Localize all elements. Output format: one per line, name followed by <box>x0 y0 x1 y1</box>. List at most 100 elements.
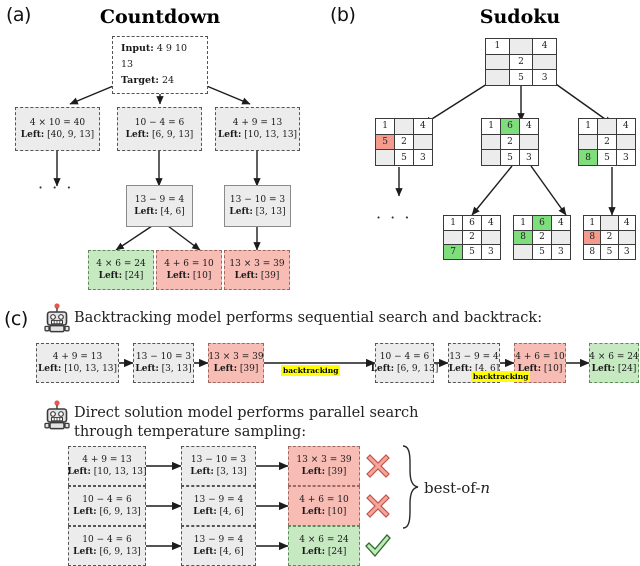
sudoku-cell: 3 <box>616 150 635 165</box>
node-left: Left: [24] <box>99 270 144 282</box>
sudoku-cell: 5 <box>509 70 533 85</box>
sudoku-cell: 3 <box>618 245 635 259</box>
node-expression: 10 − 4 = 6 <box>82 494 132 505</box>
node-expression: 4 × 10 = 40 <box>29 117 86 128</box>
sudoku-cell: 6 <box>462 216 482 230</box>
left-value: [6, 9, 13] <box>151 130 194 140</box>
sudoku-cell: 2 <box>462 230 482 245</box>
sudoku-cell <box>514 245 533 259</box>
sudoku-cell: 3 <box>519 150 538 165</box>
node-left: Left: [6, 9, 13] <box>371 363 439 375</box>
sudoku-cell: 8 <box>584 230 601 245</box>
left-value: [10] <box>541 364 563 374</box>
node-expression: 13 × 3 = 39 <box>296 454 352 465</box>
node-left: Left: [3, 13] <box>229 206 285 218</box>
sudoku-cell: 6 <box>500 119 520 134</box>
node-left: Left: [4, 6] <box>449 363 499 375</box>
backtracking-badge: backtracking <box>281 365 341 376</box>
sudoku-cell: 1 <box>486 39 509 54</box>
sudoku-cell <box>618 230 635 245</box>
sudoku-cell: 2 <box>601 230 618 245</box>
node-left: Left: [4, 6] <box>134 206 184 218</box>
chain-node-success: 4 × 6 = 24 Left: [24] <box>589 343 639 383</box>
sudoku-cell: 4 <box>618 216 635 230</box>
node-expression: 13 − 9 = 4 <box>193 494 244 505</box>
node-expression: 4 + 6 = 10 <box>164 258 214 269</box>
node-left: Left: [4, 6] <box>193 506 243 518</box>
sudoku-cell: 8 <box>584 245 601 259</box>
left-label: Left: <box>229 207 253 217</box>
left-label: Left: <box>135 364 159 374</box>
best-of-prefix: best-of- <box>424 479 481 497</box>
sudoku-cell <box>486 70 509 85</box>
left-value: [10, 13, 13] <box>90 467 147 477</box>
sudoku-cell: 5 <box>394 150 414 165</box>
node-expression: 4 + 6 = 10 <box>299 494 349 505</box>
panel-b-title: Sudoku <box>479 6 561 28</box>
left-value: [3, 13] <box>255 207 286 217</box>
sudoku-ellipsis: · · · <box>376 208 412 227</box>
parallel-heading-line1: Direct solution model performs parallel … <box>74 405 419 421</box>
node-left: Left: [39] <box>235 270 280 282</box>
sudoku-cell <box>616 134 635 150</box>
left-label: Left: <box>134 207 158 217</box>
countdown-target-row: Target: 24 <box>121 73 199 89</box>
node-left: Left: [6, 9, 13] <box>73 506 141 518</box>
left-label: Left: <box>37 364 62 374</box>
left-value: [10, 13, 13] <box>244 130 298 140</box>
left-value: [39] <box>325 467 347 477</box>
sudoku-cell: 5 <box>601 245 618 259</box>
node-expression: 10 − 4 = 6 <box>379 351 430 362</box>
countdown-node-success: 4 × 6 = 24 Left: [24] <box>88 250 154 290</box>
node-left: Left: [10] <box>167 270 212 282</box>
left-value: [24] <box>615 364 637 374</box>
left-label: Left: <box>125 130 150 140</box>
backtracking-badge: backtracking <box>471 371 531 382</box>
sudoku-cell: 2 <box>394 134 414 150</box>
left-label: Left: <box>20 130 45 140</box>
sudoku-cell: 4 <box>533 39 556 54</box>
sudoku-cell <box>579 134 598 150</box>
sudoku-cell: 4 <box>551 216 570 230</box>
left-label: Left: <box>166 271 191 281</box>
sudoku-cell <box>509 39 533 54</box>
sudoku-cell: 8 <box>579 150 598 165</box>
sudoku-cell: 1 <box>584 216 601 230</box>
node-left: Left: [3, 13] <box>190 466 246 478</box>
chain-node: 13 − 9 = 4 Left: [4, 6] <box>181 526 256 566</box>
node-expression: 13 − 9 = 4 <box>193 534 244 545</box>
sudoku-cell: 1 <box>376 119 395 134</box>
sudoku-cell: 6 <box>532 216 552 230</box>
cross-mark-icon <box>366 494 390 518</box>
left-value: [10, 13, 13] <box>61 364 118 374</box>
sudoku-cell: 2 <box>509 54 533 70</box>
node-left: Left: [3, 13] <box>135 363 191 375</box>
left-label: Left: <box>517 364 542 374</box>
left-label: Left: <box>370 364 395 374</box>
left-value: [3, 13] <box>158 364 192 374</box>
node-expression: 13 × 3 = 39 <box>229 258 285 269</box>
sudoku-cell <box>482 134 501 150</box>
panel-b-label: (b) <box>330 4 356 26</box>
panel-a-title: Countdown <box>99 6 221 28</box>
node-left: Left: [24] <box>302 546 347 558</box>
node-expression: 4 × 6 = 24 <box>589 351 639 362</box>
node-expression: 4 + 9 = 13 <box>82 454 132 465</box>
node-left: Left: [10, 13, 13] <box>67 466 146 478</box>
sudoku-cell: 2 <box>532 230 552 245</box>
chain-node: 4 + 9 = 13 Left: [10, 13, 13] <box>67 446 147 486</box>
sudoku-cell <box>486 54 509 70</box>
sudoku-cell: 4 <box>519 119 538 134</box>
left-value: [6, 9, 13] <box>394 364 439 374</box>
left-value: [24] <box>325 547 347 557</box>
node-expression: 4 + 9 = 13 <box>232 117 283 128</box>
node-expression: 13 × 3 = 39 <box>208 351 264 362</box>
sudoku-cell: 1 <box>482 119 501 134</box>
left-value: [40, 9, 13] <box>47 130 95 140</box>
target-value: 24 <box>161 75 175 87</box>
left-label: Left: <box>234 271 259 281</box>
sudoku-cell <box>444 230 463 245</box>
left-value: [6, 9, 13] <box>96 547 141 557</box>
